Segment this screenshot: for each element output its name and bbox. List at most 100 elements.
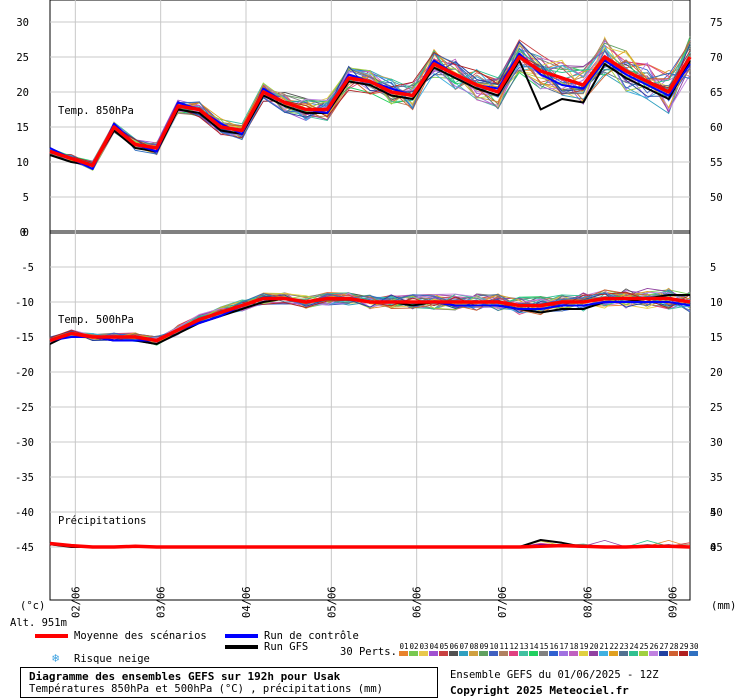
perturbation-line [49, 49, 691, 168]
x-tick-label: 04/06 [241, 586, 253, 618]
perturbation-number: 22 [609, 642, 619, 651]
perturbation-swatch [499, 651, 508, 656]
y2-tick-label-500: 10 [710, 297, 723, 309]
perturbation-swatch [529, 651, 538, 656]
perturbation-swatch [569, 651, 578, 656]
perturbation-number: 28 [669, 642, 679, 651]
y-tick-label-500: -25 [15, 402, 34, 414]
perturbation-number: 18 [569, 642, 579, 651]
chart-subtitle: Températures 850hPa et 500hPa (°C) , pré… [29, 683, 384, 695]
perturbation-swatch [419, 651, 428, 656]
perturbation-lines [49, 36, 691, 548]
y2-tick-label-850: 70 [710, 52, 723, 64]
perturbation-swatch [429, 651, 438, 656]
y-tick-label-500: -20 [15, 367, 34, 379]
perturbation-number: 14 [529, 642, 539, 651]
perturbation-swatch [409, 651, 418, 656]
perturbation-swatch [589, 651, 598, 656]
perturbation-swatch [649, 651, 658, 656]
y2-tick-label-850: 60 [710, 122, 723, 134]
perturbation-swatch [449, 651, 458, 656]
y-tick-label-500: -30 [15, 437, 34, 449]
y2-tick-label-850: 75 [710, 17, 723, 29]
perturbation-swatch [659, 651, 668, 656]
perturbation-number: 20 [589, 642, 599, 651]
perturbation-number: 01 [399, 642, 409, 651]
legend-mean-swatch [35, 634, 68, 638]
y-tick-label-500: -10 [15, 297, 34, 309]
perturbation-number: 26 [649, 642, 659, 651]
x-tick-label: 02/06 [70, 586, 82, 618]
perturbation-swatches [399, 651, 699, 656]
legend-snow-label: Risque neige [74, 653, 150, 665]
perturbation-number: 25 [639, 642, 649, 651]
y2-tick-label-500: 40 [710, 507, 723, 519]
perturbation-swatch [549, 651, 558, 656]
mean-line [49, 55, 692, 168]
main-series-lines [49, 52, 692, 549]
y-tick-label-850: 25 [16, 52, 29, 64]
mean-line [49, 296, 691, 343]
y-tick-label-500: -15 [15, 332, 34, 344]
perturbation-swatch [469, 651, 478, 656]
y2-tick-label-850: 50 [710, 192, 723, 204]
perturbation-swatch [689, 651, 698, 656]
perturbation-number: 02 [409, 642, 419, 651]
x-tick-label: 03/06 [156, 586, 168, 618]
y2-tick-label-500: 15 [710, 332, 723, 344]
perturbation-swatch [679, 651, 688, 656]
y2-tick-label-850: 55 [710, 157, 723, 169]
perturbation-number: 13 [519, 642, 529, 651]
x-tick-label: 07/06 [497, 586, 509, 618]
y2-tick-label-precip: 0 [710, 542, 716, 554]
perturbation-line [49, 40, 691, 164]
copyright: Copyright 2025 Meteociel.fr [450, 684, 629, 697]
y2-tick-label-500: 5 [710, 262, 716, 274]
y-tick-label-850: 15 [16, 122, 29, 134]
perturbation-swatch [399, 651, 408, 656]
perturbation-swatch [509, 651, 518, 656]
perturbation-number: 15 [539, 642, 549, 651]
perturbation-swatch [559, 651, 568, 656]
perturbation-number: 11 [499, 642, 509, 651]
y2-tick-label-850: 65 [710, 87, 723, 99]
panel-title-500hpa: Temp. 500hPa [58, 314, 134, 326]
y-tick-label-500: -45 [15, 542, 34, 554]
perturbation-swatch [579, 651, 588, 656]
unit-left-label: (°c) [20, 600, 46, 612]
title-box: Diagramme des ensembles GEFS sur 192h po… [20, 667, 438, 698]
perturbation-number: 29 [679, 642, 689, 651]
y2-tick-label-500: 45 [710, 542, 723, 554]
perturbation-number: 09 [479, 642, 489, 651]
x-tick-label: 05/06 [326, 586, 338, 618]
y2-tick-label-500: 25 [710, 402, 723, 414]
perturbation-number: 05 [439, 642, 449, 651]
perturbation-number: 08 [469, 642, 479, 651]
y-tick-label-850: 0 [23, 227, 29, 239]
perturbation-swatch [669, 651, 678, 656]
perturbation-swatch [639, 651, 648, 656]
snowflake-icon: ❄ [52, 651, 60, 665]
chart-title: Diagramme des ensembles GEFS sur 192h po… [29, 670, 341, 683]
perturbation-swatch [609, 651, 618, 656]
legend-perts-label: 30 Perts. [340, 646, 397, 658]
perturbation-number: 27 [659, 642, 669, 651]
y-tick-label-850: 5 [23, 192, 29, 204]
perturbation-line [49, 43, 691, 171]
perturbation-number: 07 [459, 642, 469, 651]
legend-control-label: Run de contrôle [264, 630, 359, 642]
perturbation-number: 23 [619, 642, 629, 651]
perturbation-number: 19 [579, 642, 589, 651]
perturbation-line [49, 38, 691, 162]
y-tick-label-850: 30 [16, 17, 29, 29]
perturbation-number: 03 [419, 642, 429, 651]
axis-labels: 051015202530505560657075-5-10-15-20-25-3… [15, 17, 723, 618]
perturbation-numbers: 01 02 03 04 05 06 07 08 09 10 11 12 13 14 15 16 17 18 19 20… [399, 642, 699, 651]
perturbation-swatch [479, 651, 488, 656]
perturbation-number: 16 [549, 642, 559, 651]
legend-control-swatch [225, 634, 258, 638]
y2-tick-label-500: 35 [710, 472, 723, 484]
perturbation-swatch [439, 651, 448, 656]
perturbation-number: 10 [489, 642, 499, 651]
